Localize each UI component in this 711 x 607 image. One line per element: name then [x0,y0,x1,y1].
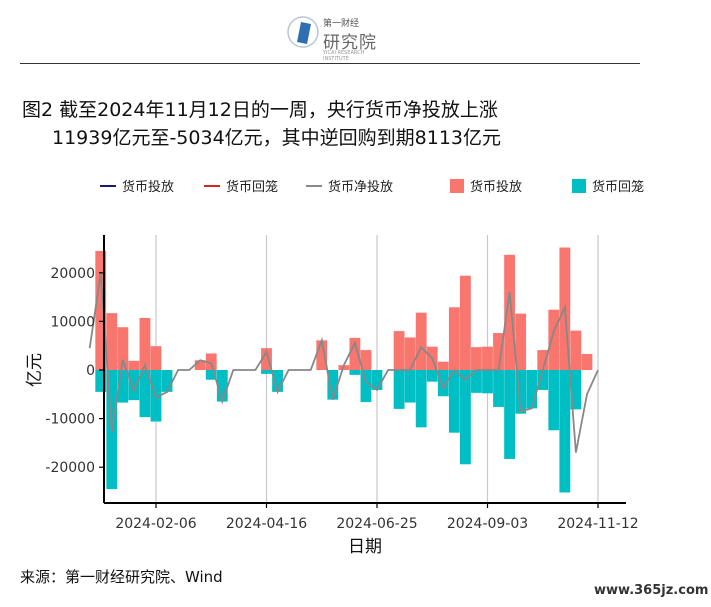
injection-bar [482,346,493,370]
injection-bar [316,340,328,370]
withdrawal-bar [471,370,482,393]
injection-bar [404,337,416,370]
injection-bar [448,307,460,370]
x-tick-label: 2024-04-16 [226,516,307,532]
withdrawal-bar [504,370,516,459]
injection-bar [106,313,118,370]
withdrawal-bar [404,370,416,403]
y-axis-label: 亿元 [25,353,45,387]
logo-sub-text: YICAI RESEARCH INSTITUTE [323,50,365,62]
withdrawal-bar [272,370,283,392]
injection-bar [548,309,560,370]
injection-bar [537,350,549,370]
withdrawal-bar [349,370,361,375]
legend-injection-bar-label: 货币投放 [470,180,523,195]
injection-bar [493,333,504,370]
logo-name-text: 研究院 [323,33,377,53]
withdrawal-bar [515,370,527,414]
injection-bar [437,361,449,370]
withdrawal-bar [415,370,427,428]
legend-withdrawal-line-swatch [204,184,220,187]
net-injection-line [88,272,599,453]
chart-title-line2: 11939亿元至-5034亿元，其中逆回购到期8113亿元 [52,127,502,149]
withdrawal-bar [537,370,549,390]
withdrawal-bar [482,370,493,394]
withdrawal-bar [493,370,504,407]
legend-withdrawal-bar-label: 货币回笼 [592,180,645,195]
legend-injection-line-label: 货币投放 [122,180,175,195]
x-tick-label: 2024-02-06 [115,516,196,532]
withdrawal-bar [161,370,173,392]
injection-bar [117,327,129,370]
legend-net-line-swatch [306,184,322,187]
withdrawal-bar [205,370,217,380]
injection-bar [139,317,151,370]
injection-bar [504,254,516,370]
header-divider [20,63,640,64]
y-tick-label: -10000 [45,412,95,428]
withdrawal-bar [139,370,151,418]
withdrawal-bar [459,370,471,465]
y-tick-label: 0 [86,363,95,379]
injection-bar [349,337,361,370]
legend-withdrawal-line-label: 货币回笼 [226,180,279,195]
legend-item-withdrawal-bar: 货币回笼 [572,176,644,195]
withdrawal-bar [570,370,582,410]
logo-top-text: 第一财经 [323,19,360,29]
withdrawal-bar [327,370,339,400]
legend-injection-line-swatch [100,184,116,187]
withdrawal-bar [393,370,405,409]
legend-item-injection-line: 货币投放 [100,176,174,195]
withdrawal-bar [437,370,449,397]
legend-net-line-label: 货币净投放 [328,180,394,195]
injection-bar [128,360,140,370]
injection-bar [95,250,107,370]
withdrawal-bar [426,370,438,382]
withdrawal-bar [95,370,107,392]
injection-bar [459,275,471,370]
x-tick-label: 2024-11-12 [557,516,638,532]
withdrawal-bar [559,370,571,493]
y-tick-label: -20000 [45,460,95,476]
withdrawal-bar [360,370,372,403]
injection-bar [194,360,206,370]
y-tick-label: 10000 [50,314,95,330]
withdrawal-bar [216,370,228,402]
legend-item-injection-bar: 货币投放 [450,176,522,195]
withdrawal-bar [548,370,560,431]
y-tick-label: 20000 [50,266,95,282]
watermark-text: www.365jz.com [594,583,709,598]
chart-title-line1: 图2 截至2024年11月12日的一周，央行货币净投放上涨 [22,99,498,121]
withdrawal-bar [526,370,538,409]
withdrawal-bar [448,370,460,433]
injection-bar [261,348,272,370]
injection-bar [581,353,593,370]
chart-legend: 货币投放 货币回笼 货币净投放 货币投放 货币回笼 [100,176,660,198]
chart-title: 图2 截至2024年11月12日的一周，央行货币净投放上涨 11939亿元至-5… [22,96,501,152]
source-note: 来源：第一财经研究院、Wind [20,568,223,586]
x-tick-label: 2024-09-03 [447,516,528,532]
legend-injection-bar-swatch [450,178,464,193]
injection-bar [150,346,162,370]
withdrawal-bar [371,370,383,390]
logo-emblem-icon [287,16,319,48]
injection-bar [570,330,582,370]
x-tick-label: 2024-06-25 [336,516,417,532]
injection-bar [205,353,217,370]
brand-logo: 第一财经 研究院 YICAI RESEARCH INSTITUTE [283,10,383,62]
injection-bar [471,347,482,370]
injection-bar [360,350,372,370]
legend-item-withdrawal-line: 货币回笼 [204,176,278,195]
legend-item-net-line: 货币净投放 [306,176,393,195]
withdrawal-bar [261,370,272,374]
legend-withdrawal-bar-swatch [572,178,586,193]
withdrawal-bar [117,370,129,403]
withdrawal-bar [128,370,140,401]
x-axis-label: 日期 [348,537,382,557]
injection-bar [515,313,527,370]
injection-bar [415,312,427,370]
injection-bar [393,331,405,370]
